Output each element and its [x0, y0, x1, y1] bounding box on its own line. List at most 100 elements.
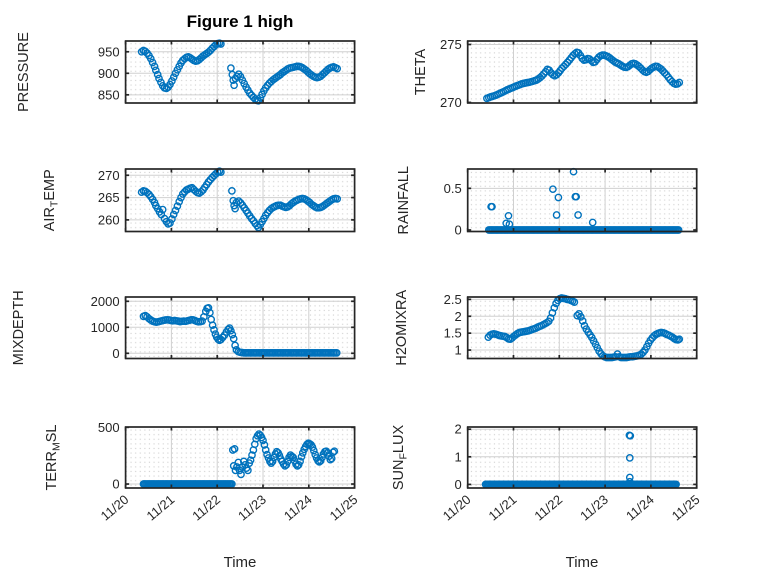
data-point: [198, 317, 206, 325]
y-tick-label: 2: [454, 309, 461, 324]
data-point: [570, 298, 579, 306]
y-tick-label: 0: [112, 477, 119, 492]
data-point: [208, 321, 217, 330]
data-point: [552, 211, 561, 219]
data-point: [231, 341, 239, 350]
data-point: [488, 202, 496, 211]
data-point: [259, 436, 267, 445]
y-tick-label: 0: [454, 477, 461, 492]
data-point: [168, 215, 176, 223]
data-series-terr_msl: [139, 430, 339, 488]
data-point: [625, 454, 634, 462]
data-point: [282, 460, 291, 469]
data-point: [576, 313, 585, 321]
data-point: [625, 477, 634, 486]
data-series-pressure: [137, 39, 342, 105]
data-point: [538, 72, 546, 80]
data-point: [268, 457, 277, 466]
x-tick-label: 11/22: [531, 492, 565, 524]
data-point: [238, 348, 246, 357]
x-tick-label: 11/24: [281, 492, 315, 524]
y-tick-label: 275: [440, 37, 462, 52]
data-point: [261, 446, 270, 454]
data-point: [171, 206, 180, 215]
time-axis-label-left: Time: [224, 554, 257, 571]
data-point: [326, 455, 335, 464]
data-point: [253, 221, 261, 230]
subplot-sun_flux: 0 1 2 11/20 11/21 11/22 11/23 11/24 11/25 SUNFLUX: [391, 422, 703, 524]
data-point: [248, 451, 256, 459]
x-tick-label: 11/20: [440, 492, 474, 524]
data-point: [675, 78, 684, 87]
data-point: [173, 202, 182, 210]
subplot-terr_msl: 0 500 11/20 11/21 11/22 11/23 11/24 11/25 TERRMS…: [44, 420, 361, 524]
x-tick-label: 11/23: [577, 492, 611, 524]
x-tick-label: 11/25: [327, 492, 361, 524]
data-point: [246, 456, 255, 465]
data-point: [146, 54, 155, 63]
y-tick-label: 1000: [91, 320, 120, 335]
data-point: [329, 448, 337, 457]
data-point: [554, 193, 563, 202]
data-point: [660, 69, 669, 77]
data-point: [210, 326, 218, 334]
x-tick-label: 11/23: [235, 492, 269, 524]
y-axis-label-pressure: PRESSURE: [16, 32, 32, 112]
data-point: [333, 195, 342, 203]
y-tick-label: 1.5: [444, 326, 462, 341]
x-tick-label: 11/20: [98, 492, 132, 524]
axes-box: [466, 296, 698, 360]
data-series-rainfall: [484, 167, 683, 234]
y-axis-label-h2omixra: H2OMIXRA: [394, 290, 410, 366]
data-point: [229, 334, 238, 343]
y-tick-label: 270: [98, 168, 120, 183]
data-point: [169, 73, 178, 82]
y-axis-label-air_temp: AIRTEMP: [42, 169, 61, 231]
x-tick-label: 11/21: [143, 492, 177, 524]
data-point: [574, 211, 582, 219]
data-point: [245, 89, 254, 97]
data-series-h2omixra: [484, 294, 684, 362]
data-point: [330, 447, 339, 456]
data-point: [296, 457, 304, 466]
data-point: [228, 480, 236, 488]
subplot-h2omixra: 1 1.5 2 2.5 H2OMIXRA: [394, 290, 698, 366]
y-tick-label: 2: [454, 422, 461, 437]
data-point: [297, 452, 306, 461]
x-tick-label: 11/22: [189, 492, 223, 524]
data-point: [253, 431, 262, 440]
axes-box: [466, 40, 698, 104]
y-axis-label-theta: THETA: [413, 48, 429, 95]
data-point: [502, 333, 511, 342]
y-axis-label-rainfall: RAINFALL: [396, 166, 412, 235]
data-point: [333, 64, 342, 73]
y-tick-label: 500: [98, 420, 120, 435]
data-point: [233, 72, 241, 81]
data-point: [309, 446, 318, 455]
x-tick-label: 11/24: [623, 492, 657, 524]
data-point: [227, 326, 235, 335]
y-tick-label: 270: [440, 95, 462, 110]
y-tick-label: 1: [454, 343, 461, 358]
y-tick-label: 265: [98, 190, 120, 205]
data-point: [175, 197, 184, 206]
data-point: [150, 62, 159, 71]
data-point: [141, 47, 150, 56]
axes-box: [124, 168, 356, 233]
figure-title: Figure 1 high: [187, 12, 294, 31]
data-series-mixdepth: [139, 303, 341, 357]
data-point: [550, 303, 559, 312]
data-point: [206, 308, 214, 317]
data-point: [214, 335, 222, 344]
data-point: [561, 60, 570, 69]
axes-box: [466, 168, 698, 233]
data-point: [308, 443, 317, 452]
subplots-group: 850 900 950 PRESSURE 270 275 THETA 260 265 270 AIR…: [11, 32, 703, 524]
data-point: [153, 70, 162, 79]
subplot-mixdepth: 0 1000 2000 MIXDEPTH: [11, 290, 356, 365]
x-tick-label: 11/25: [669, 492, 703, 524]
data-point: [244, 466, 252, 475]
data-point: [504, 211, 513, 220]
